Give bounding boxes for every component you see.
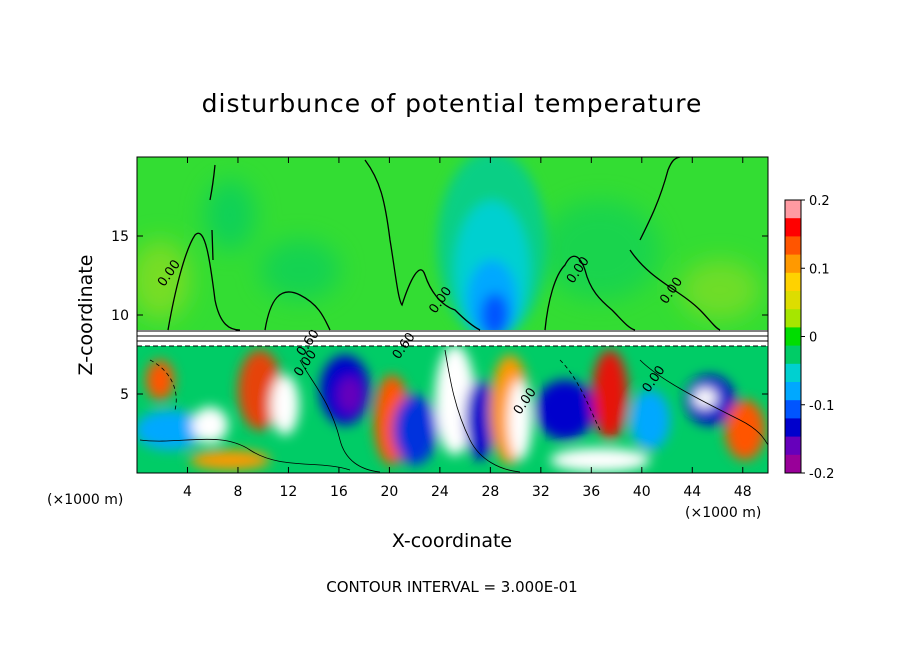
x-tick-label: 48 — [734, 484, 752, 500]
lower-contours — [139, 349, 768, 473]
x-tick-label: 40 — [633, 484, 651, 500]
colorbar-tick-label: -0.2 — [809, 467, 834, 482]
upper-layer-texture — [137, 180, 760, 320]
x-tick-label: 24 — [431, 484, 449, 500]
colorbar-swatch — [785, 200, 801, 219]
x-axis: 4 8 12 16 20 24 28 32 36 40 44 48 — [183, 157, 752, 500]
colorbar-swatch — [785, 436, 801, 456]
x-tick-label: 44 — [683, 484, 701, 500]
y-tick-label: 15 — [111, 229, 129, 245]
colorbar-swatch — [785, 218, 801, 237]
colorbar-swatch — [785, 291, 801, 310]
colorbar-tick-label: 0.1 — [809, 262, 830, 277]
x-tick-label: 32 — [532, 484, 550, 500]
colorbar-swatch — [785, 382, 801, 401]
z-unit-label: (×1000 m) — [47, 492, 123, 508]
y-axis: 5 10 15 — [111, 229, 768, 403]
colorbar-swatch — [785, 363, 801, 383]
y-tick-label: 5 — [120, 387, 129, 403]
colorbar-swatch — [785, 400, 801, 419]
x-tick-label: 4 — [183, 484, 192, 500]
cold-bubble — [437, 157, 547, 340]
chart-title: disturbunce of potential temperature — [202, 89, 703, 118]
x-tick-label: 36 — [582, 484, 600, 500]
contour-lines — [167, 157, 721, 331]
colorbar-swatch — [785, 236, 801, 256]
x-tick-label: 12 — [280, 484, 298, 500]
lower-layer-texture — [137, 345, 765, 472]
colorbar-swatch — [785, 327, 801, 347]
colorbar-tick-label: 0 — [809, 331, 817, 346]
colorbar-swatch — [785, 272, 801, 292]
colorbar-swatch — [785, 309, 801, 328]
x-tick-label: 20 — [380, 484, 398, 500]
colorbar: 0.2 0.1 0 -0.1 -0.2 — [784, 194, 834, 482]
x-tick-label: 16 — [330, 484, 348, 500]
y-axis-label: Z-coordinate — [75, 255, 97, 376]
y-tick-label: 10 — [111, 308, 129, 324]
x-tick-label: 28 — [481, 484, 499, 500]
x-tick-label: 8 — [233, 484, 242, 500]
colorbar-swatch — [785, 254, 801, 274]
x-axis-label: X-coordinate — [392, 530, 512, 552]
plot-area: 0.000.000.000.000.60 0.600.00 0.000.00 — [136, 156, 769, 474]
colorbar-swatch — [785, 454, 801, 474]
colorbar-tick-label: -0.1 — [809, 399, 834, 414]
colorbar-swatch — [785, 345, 801, 365]
colorbar-swatch — [785, 418, 801, 438]
x-unit-label: (×1000 m) — [685, 505, 761, 521]
contour-interval-text: CONTOUR INTERVAL = 3.000E-01 — [326, 578, 577, 596]
tropopause-band — [137, 330, 768, 346]
tropopause-lines — [137, 330, 768, 347]
colorbar-tick-label: 0.2 — [809, 194, 830, 209]
